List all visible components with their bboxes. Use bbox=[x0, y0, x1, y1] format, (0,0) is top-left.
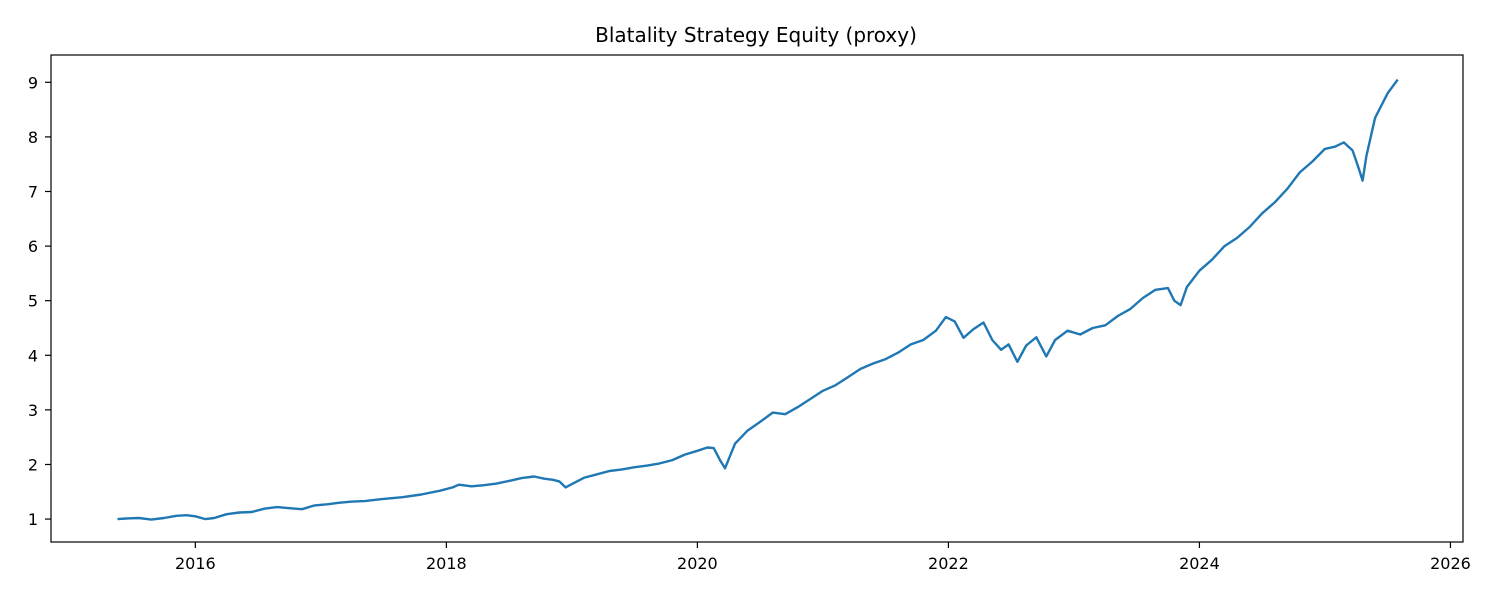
y-tick-label: 5 bbox=[28, 292, 38, 311]
y-tick-label: 1 bbox=[28, 510, 38, 529]
x-tick-label: 2020 bbox=[677, 554, 718, 573]
x-tick-label: 2024 bbox=[1179, 554, 1220, 573]
chart-title: Blatality Strategy Equity (proxy) bbox=[595, 23, 917, 47]
x-tick-label: 2016 bbox=[175, 554, 216, 573]
y-tick-label: 7 bbox=[28, 182, 38, 201]
y-tick-label: 4 bbox=[28, 346, 38, 365]
axes-frame bbox=[50, 54, 1464, 543]
x-tick-label: 2022 bbox=[928, 554, 969, 573]
series-line-0 bbox=[117, 78, 1399, 521]
plot-area bbox=[117, 78, 1399, 521]
y-tick-label: 9 bbox=[28, 73, 38, 92]
x-tick-label: 2026 bbox=[1430, 554, 1471, 573]
y-axis: 1 2 3 4 5 6 7 8 9 bbox=[28, 73, 51, 529]
x-axis: 2016 2018 2020 2022 2024 2026 bbox=[175, 542, 1471, 573]
y-tick-label: 3 bbox=[28, 401, 38, 420]
y-tick-label: 8 bbox=[28, 128, 38, 147]
y-tick-label: 2 bbox=[28, 455, 38, 474]
y-tick-label: 6 bbox=[28, 237, 38, 256]
x-tick-label: 2018 bbox=[426, 554, 467, 573]
